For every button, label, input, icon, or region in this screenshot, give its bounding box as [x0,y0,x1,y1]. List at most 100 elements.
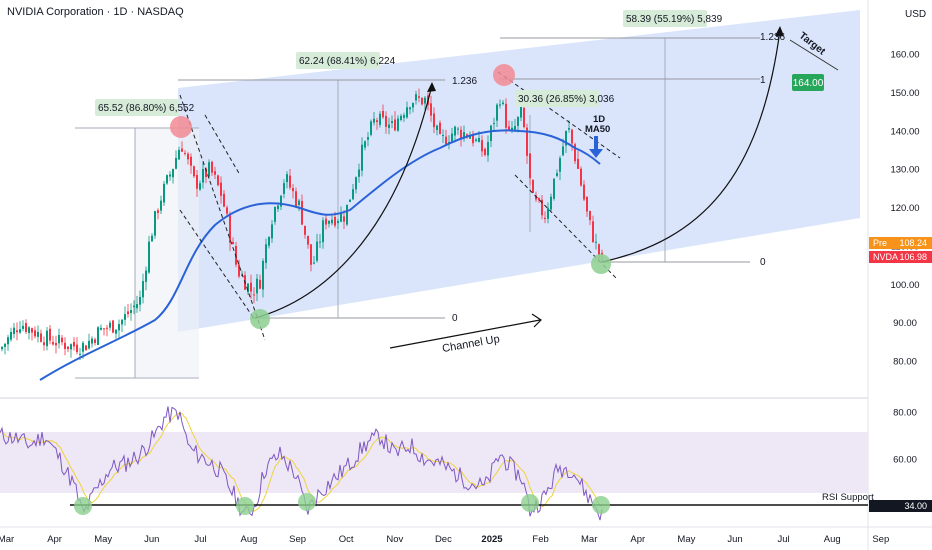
peak-circle-1 [170,116,192,138]
candle [292,184,294,199]
candle [199,180,201,191]
candle [499,99,501,109]
candle [391,115,393,129]
candle [64,337,66,356]
candle [166,174,168,185]
rsi-line [0,406,603,521]
candle [538,197,540,204]
candle [49,324,51,345]
price-tick-label: 80.00 [893,357,917,368]
candle [541,195,543,220]
curve-arrow-2 [601,29,781,263]
price-tick-label: 160.00 [890,50,919,61]
candle [67,346,69,353]
candle [136,295,138,313]
candle [421,97,423,106]
candle [508,120,510,131]
candle [433,107,435,134]
candle [55,335,57,354]
curve-arrow-1-head [427,82,436,92]
candle [343,210,345,230]
candle [142,273,144,304]
candle [139,290,141,312]
ma-arrow-icon [589,149,603,158]
candle [106,324,108,337]
time-tick-label: Oct [339,534,354,545]
candle [238,259,240,279]
candles [1,88,603,361]
channel-up-arrow [389,319,541,349]
candle [262,258,264,298]
candle [211,160,213,176]
candle [88,333,90,350]
candle [7,334,9,351]
candle [481,135,483,157]
time-tick-label: Jul [778,534,790,545]
candle [28,326,30,340]
fib-1236-label-b: 1.236 [760,32,785,43]
curve-arrow-2-head [775,26,784,36]
annotation-box-1 [95,99,179,116]
ma-label-1d: 1D [593,114,605,125]
dashed-line-1b [179,209,256,321]
rsi-tick-label: 60.00 [893,455,917,466]
candle [394,111,396,132]
candle [580,166,582,187]
candle [145,266,147,291]
candle [295,187,297,208]
time-tick-label: Feb [532,534,548,545]
channel-up-arrow-head [531,313,542,328]
candle [487,135,489,162]
candle [19,321,21,335]
candle [502,100,504,106]
candle [289,168,291,190]
candle [94,337,96,346]
candle [439,120,441,135]
candle [319,233,321,249]
candle [526,123,528,164]
time-tick-label: Sep [872,534,889,545]
candle [223,190,225,208]
candle [547,202,549,224]
candle [16,322,18,341]
candle [352,184,354,201]
candle [577,150,579,169]
candle [217,174,219,187]
candle [550,193,552,212]
candle [160,195,162,214]
candle [385,111,387,134]
candle [409,106,411,115]
nvda-badge [869,251,932,263]
chart-title: NVIDIA Corporation · 1D · NASDAQ [7,6,184,18]
candle [37,325,39,343]
rsi-tick-label: 80.00 [893,408,917,419]
candle [268,235,270,249]
candle [430,95,432,122]
rsi-band [0,432,868,493]
candle [100,324,102,331]
candle [124,306,126,326]
candle [484,147,486,157]
candle [181,141,183,152]
candle [322,217,324,249]
candle [376,117,378,130]
candle [178,146,180,160]
candle [256,273,258,302]
candle [544,211,546,224]
candle [202,162,204,189]
time-tick-label: Jun [727,534,742,545]
candle [277,204,279,212]
candle [4,343,6,355]
pre-badge [869,237,932,249]
time-tick-label: May [94,534,112,545]
candle [325,213,327,230]
candle [91,336,93,348]
candle [76,337,78,355]
rsi-circle-1 [74,497,92,515]
candle [31,327,33,341]
peak-circle-2 [493,64,515,86]
candle [190,153,192,174]
candle [445,129,447,146]
candle [70,343,72,358]
